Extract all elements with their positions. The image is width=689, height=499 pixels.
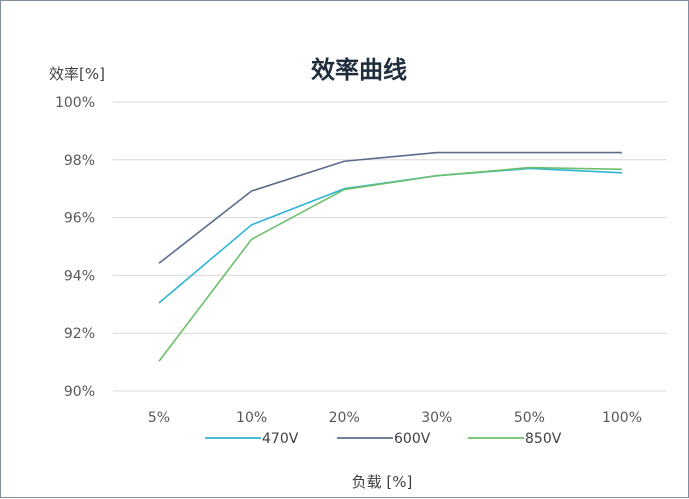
legend: 470V 600V 850V [205,431,562,447]
x-axis-label: 负载 [%] [352,473,413,491]
x-tick-label: 5% [148,410,170,426]
x-tick-label: 10% [236,410,267,426]
series-line-470V [158,167,623,304]
y-tick-label: 96% [64,211,95,227]
x-tick-label: 50% [514,410,545,426]
y-tick-label: 90% [64,384,95,400]
series-lines [158,151,623,362]
x-tick-label: 100% [602,410,642,426]
legend-label-850V: 850V [525,431,562,447]
y-tick-labels: 90% 92% 94% 96% 98% 100% [55,95,95,400]
y-axis-label: 效率[%] [49,65,105,83]
gridlines [113,101,667,392]
series-line-850V [158,166,623,362]
x-tick-label: 20% [329,410,360,426]
legend-label-470V: 470V [262,431,299,447]
legend-label-600V: 600V [394,431,431,447]
y-tick-label: 92% [64,326,95,342]
series-line-600V [158,151,622,264]
y-tick-label: 98% [64,153,95,169]
chart-title: 效率曲线 [311,56,407,84]
x-tick-label: 30% [421,410,452,426]
y-tick-label: 94% [64,268,95,284]
y-tick-label: 100% [55,95,95,111]
x-tick-labels: 5% 10% 20% 30% 50% 100% [148,410,642,426]
